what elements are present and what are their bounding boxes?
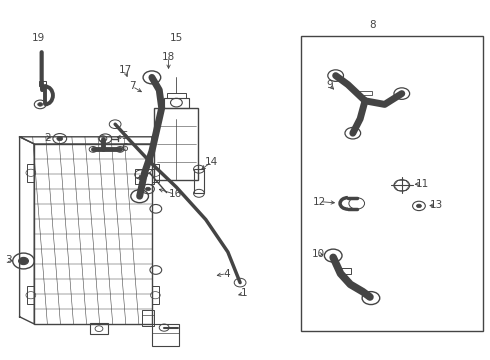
Text: 13: 13 xyxy=(429,200,443,210)
Circle shape xyxy=(19,257,28,265)
Bar xyxy=(135,169,154,184)
Text: 12: 12 xyxy=(313,197,326,207)
Bar xyxy=(358,91,372,95)
Bar xyxy=(164,98,189,108)
Text: 8: 8 xyxy=(369,20,376,30)
Circle shape xyxy=(146,187,150,191)
Bar xyxy=(152,164,159,182)
Bar xyxy=(152,286,159,304)
Circle shape xyxy=(416,204,421,208)
Text: 3: 3 xyxy=(5,255,12,265)
Bar xyxy=(142,310,154,326)
Text: 4: 4 xyxy=(223,269,230,279)
Text: 19: 19 xyxy=(31,33,45,43)
Text: 16: 16 xyxy=(169,189,182,199)
Bar xyxy=(301,36,483,331)
Bar xyxy=(39,81,46,86)
Text: 11: 11 xyxy=(416,179,429,189)
Bar xyxy=(27,164,34,182)
Text: 9: 9 xyxy=(326,80,333,90)
Bar xyxy=(339,268,351,274)
Text: 14: 14 xyxy=(205,157,219,167)
Text: 1: 1 xyxy=(241,288,247,298)
Bar xyxy=(154,108,198,180)
Bar xyxy=(90,323,108,334)
Text: 15: 15 xyxy=(170,33,183,43)
Text: 2: 2 xyxy=(45,132,51,143)
Text: 5: 5 xyxy=(122,131,128,141)
Bar xyxy=(27,286,34,304)
Bar xyxy=(194,169,204,193)
Circle shape xyxy=(57,136,63,141)
Circle shape xyxy=(38,103,43,106)
Bar xyxy=(34,144,152,324)
Text: 7: 7 xyxy=(129,81,136,91)
Text: 18: 18 xyxy=(162,52,175,62)
Text: 6: 6 xyxy=(122,143,128,153)
Bar xyxy=(139,175,144,179)
Bar xyxy=(167,93,186,98)
Text: 17: 17 xyxy=(118,65,132,75)
Text: 10: 10 xyxy=(312,249,325,259)
Bar xyxy=(375,101,387,105)
Bar xyxy=(152,324,179,346)
